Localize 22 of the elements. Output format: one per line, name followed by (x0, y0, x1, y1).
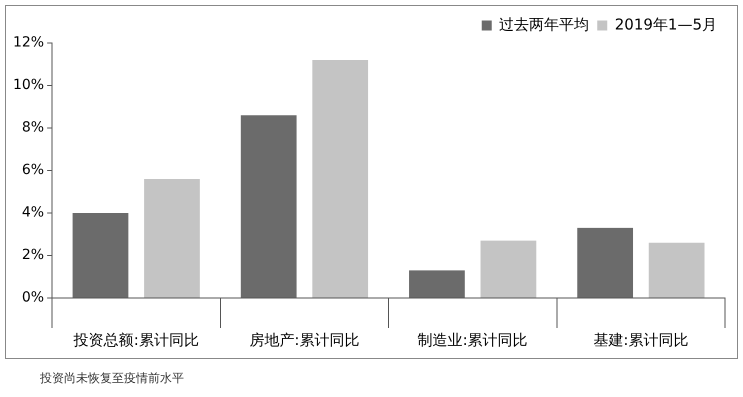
bar (648, 242, 705, 298)
text: 投资尚未恢复至疫情前水平 (40, 370, 184, 387)
y-tick-label: 10% (12, 77, 44, 94)
bar (577, 228, 634, 298)
bar (480, 240, 536, 298)
bar (312, 60, 368, 298)
x-tick-label: 制造业:累计同比 (418, 330, 528, 349)
x-tick-label: 房地产:累计同比 (249, 330, 360, 349)
legend-label: 2019年1—5月 (614, 15, 718, 34)
bar (144, 179, 200, 298)
y-tick-label: 12% (12, 34, 44, 51)
x-tick-label: 基建:累计同比 (593, 330, 688, 349)
legend-label: 过去两年平均 (499, 15, 590, 34)
y-tick-label: 8% (22, 120, 44, 136)
x-tick-label: 投资总额:累计同比 (72, 330, 199, 349)
y-tick-label: 2% (22, 247, 44, 264)
bar (240, 115, 297, 298)
y-tick-label: 6% (22, 162, 44, 178)
y-tick-label: 0% (22, 290, 44, 306)
bar (72, 213, 128, 298)
y-tick-label: 4% (22, 204, 44, 221)
bar (409, 270, 465, 298)
